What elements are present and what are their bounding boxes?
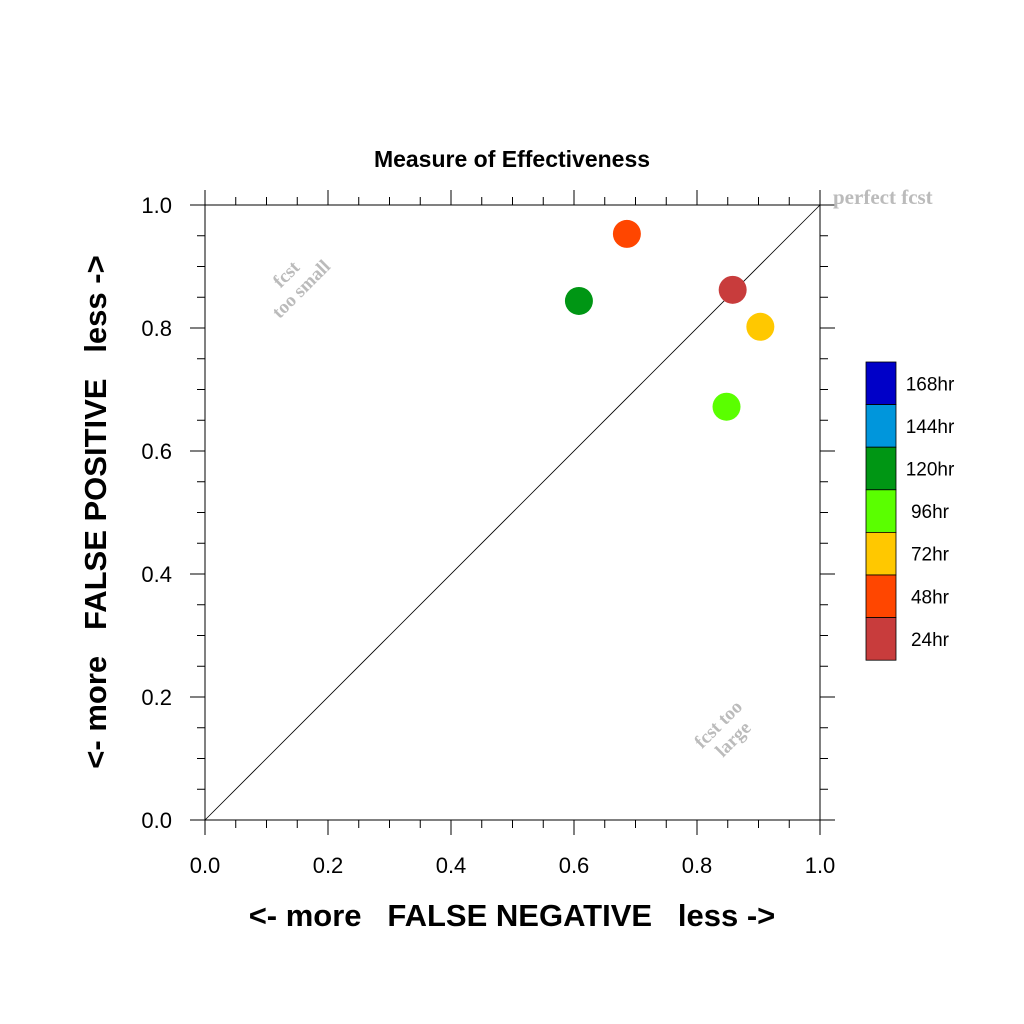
- x-tick-label: 0.2: [313, 853, 344, 878]
- legend-label-72hr: 72hr: [911, 545, 950, 566]
- legend-label-168hr: 168hr: [906, 374, 955, 395]
- y-tick-label: 0.0: [141, 808, 172, 833]
- annotation-perfect-fcst: perfect fcst: [833, 185, 933, 209]
- legend-label-144hr: 144hr: [906, 417, 955, 438]
- legend-swatch-72hr: [865, 532, 897, 576]
- point-120hr: [564, 286, 593, 315]
- x-axis-label: <- more FALSE NEGATIVE less ->: [249, 898, 776, 933]
- x-tick-label: 0.4: [436, 853, 467, 878]
- legend-swatch-168hr: [865, 361, 897, 405]
- chart-title: Measure of Effectiveness: [374, 146, 650, 172]
- legend-swatch-48hr: [865, 574, 897, 618]
- y-tick-labels: 0.0 0.2 0.4 0.6 0.8 1.0: [141, 193, 172, 833]
- x-tick-label: 0.8: [682, 853, 713, 878]
- tick-marks: [190, 190, 835, 835]
- y-tick-label: 0.8: [141, 316, 172, 341]
- y-axis-label: <- more FALSE POSITIVE less ->: [78, 255, 113, 768]
- legend: 168hr 144hr 120hr 96hr 72hr 48hr 24hr: [865, 361, 955, 661]
- point-48hr: [612, 219, 641, 248]
- legend-label-120hr: 120hr: [906, 460, 955, 481]
- point-72hr: [746, 312, 775, 341]
- y-tick-label: 0.2: [141, 685, 172, 710]
- legend-swatch-120hr: [865, 446, 897, 491]
- data-points: [564, 219, 775, 421]
- legend-label-48hr: 48hr: [911, 587, 950, 608]
- y-tick-label: 0.6: [141, 439, 172, 464]
- legend-swatch-144hr: [865, 404, 897, 448]
- x-tick-label: 0.6: [559, 853, 590, 878]
- point-96hr: [712, 392, 741, 421]
- point-24hr: [718, 275, 747, 304]
- legend-label-96hr: 96hr: [911, 502, 950, 523]
- diagonal-line: [204, 204, 821, 821]
- x-tick-label: 1.0: [805, 853, 836, 878]
- legend-swatch-96hr: [865, 489, 897, 533]
- legend-label-24hr: 24hr: [911, 630, 950, 651]
- legend-swatch-24hr: [865, 617, 897, 661]
- y-tick-label: 1.0: [141, 193, 172, 218]
- x-tick-label: 0.0: [190, 853, 221, 878]
- x-tick-labels: 0.0 0.2 0.4 0.6 0.8 1.0: [190, 853, 836, 878]
- y-tick-label: 0.4: [141, 562, 172, 587]
